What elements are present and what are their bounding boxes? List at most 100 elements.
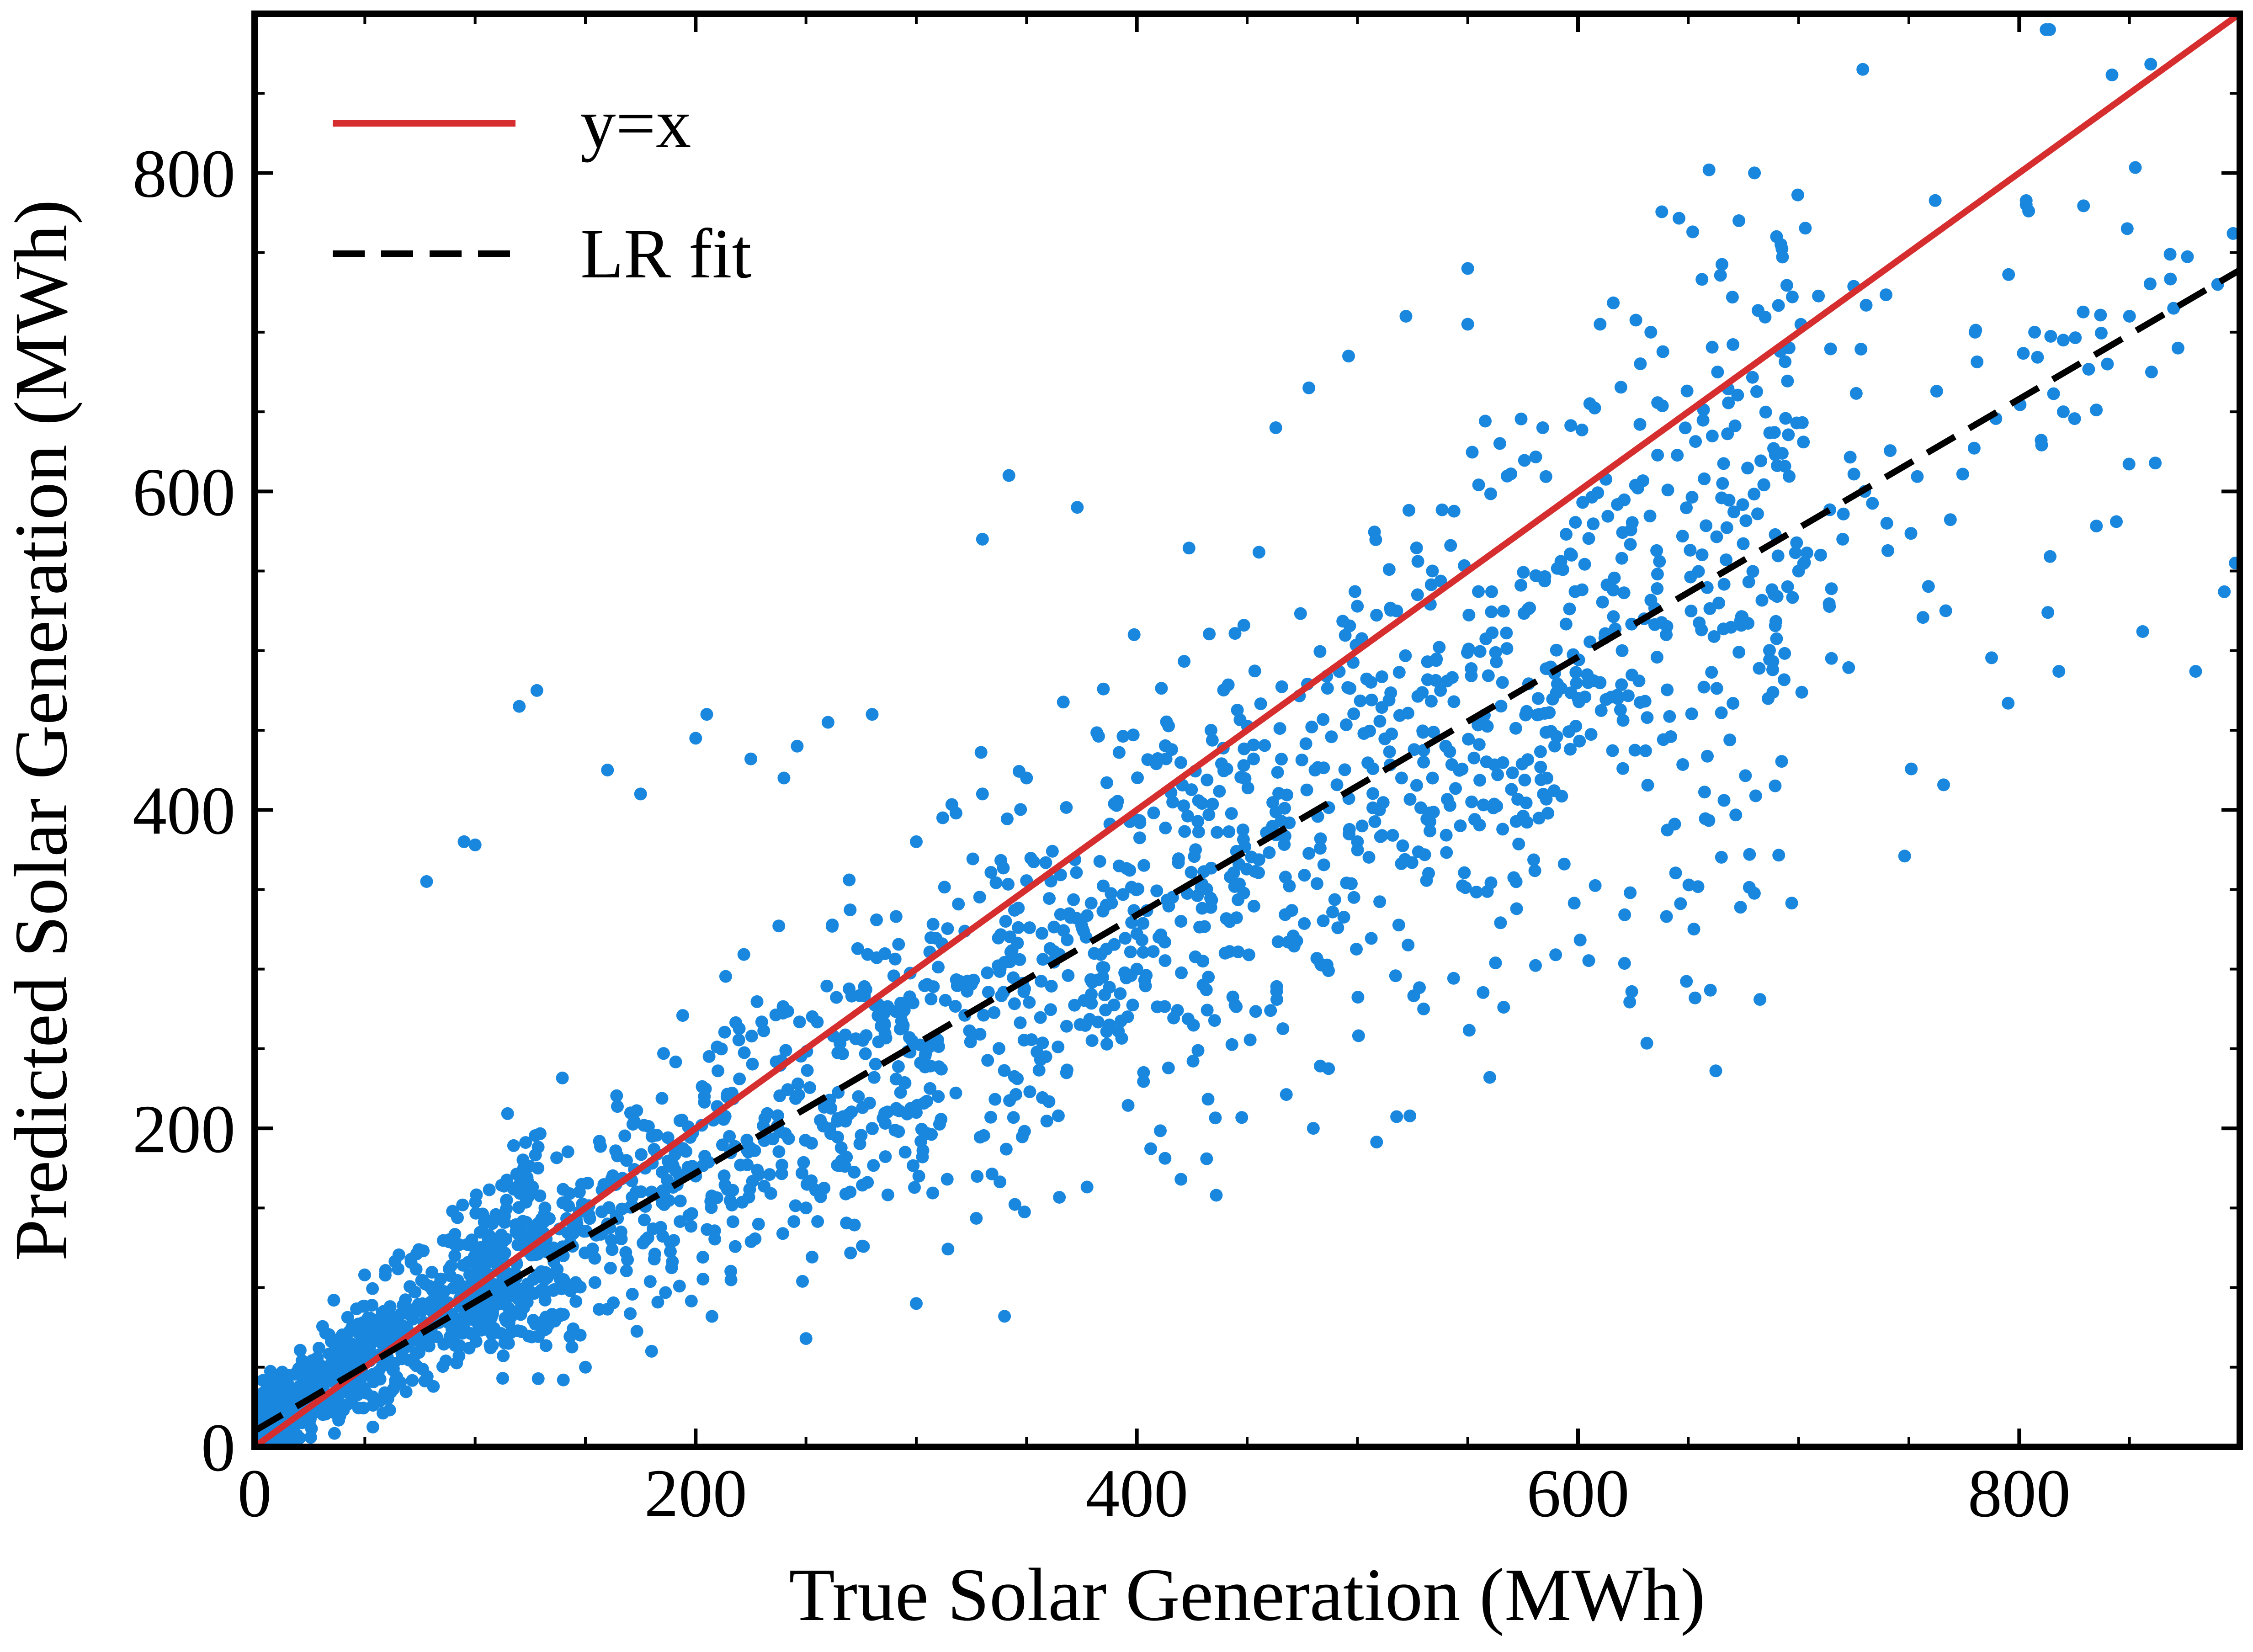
scatter-point bbox=[1732, 214, 1746, 227]
scatter-point bbox=[1676, 758, 1690, 771]
scatter-point bbox=[1772, 299, 1785, 312]
scatter-point bbox=[1485, 605, 1498, 618]
scatter-point bbox=[925, 993, 938, 1006]
scatter-point bbox=[550, 1151, 563, 1164]
scatter-point bbox=[1884, 444, 1897, 457]
scatter-point bbox=[1132, 882, 1145, 896]
scatter-point bbox=[1271, 935, 1285, 948]
scatter-point bbox=[1563, 602, 1576, 616]
scatter-point bbox=[606, 1243, 619, 1256]
scatter-point bbox=[826, 919, 839, 931]
scatter-point bbox=[415, 1335, 428, 1349]
scatter-point bbox=[1618, 957, 1631, 970]
scatter-point bbox=[1789, 546, 1802, 559]
scatter-point bbox=[409, 1263, 423, 1276]
scatter-point bbox=[2181, 250, 2194, 263]
scatter-point bbox=[425, 1266, 439, 1279]
scatter-point bbox=[1715, 491, 1728, 505]
scatter-point bbox=[1614, 703, 1627, 717]
scatter-point bbox=[1228, 627, 1242, 640]
scatter-point bbox=[766, 1132, 780, 1146]
scatter-point bbox=[402, 1307, 415, 1321]
scatter-point bbox=[781, 1005, 794, 1018]
scatter-point bbox=[561, 1226, 574, 1239]
scatter-point bbox=[1736, 498, 1749, 511]
legend: y=x LR fit bbox=[333, 84, 752, 293]
scatter-point bbox=[1348, 585, 1361, 598]
scatter-point bbox=[1717, 457, 1730, 470]
scatter-point bbox=[1314, 832, 1327, 845]
scatter-point bbox=[392, 1248, 405, 1261]
scatter-point bbox=[1679, 421, 1692, 435]
scatter-point bbox=[1366, 787, 1380, 800]
scatter-point bbox=[1716, 258, 1728, 271]
scatter-point bbox=[1656, 399, 1669, 413]
scatter-point bbox=[1698, 786, 1711, 799]
scatter-point bbox=[486, 1214, 499, 1227]
scatter-point bbox=[1489, 646, 1502, 659]
scatter-point bbox=[1582, 954, 1595, 967]
scatter-point bbox=[685, 1220, 698, 1233]
scatter-point bbox=[1759, 405, 1772, 419]
scatter-point bbox=[2017, 347, 2030, 360]
scatter-point bbox=[848, 1166, 861, 1179]
scatter-point bbox=[1100, 1025, 1113, 1038]
scatter-point bbox=[1150, 884, 1164, 898]
scatter-point bbox=[1114, 987, 1127, 1000]
scatter-point bbox=[1224, 870, 1237, 883]
scatter-point bbox=[1726, 291, 1739, 304]
scatter-point bbox=[1473, 774, 1487, 787]
scatter-point bbox=[1307, 1122, 1320, 1135]
scatter-point bbox=[1165, 743, 1178, 756]
scatter-point bbox=[1778, 647, 1791, 660]
scatter-point bbox=[1025, 1033, 1038, 1046]
scatter-point bbox=[1621, 689, 1635, 702]
scatter-point bbox=[501, 1312, 515, 1325]
scatter-point bbox=[1408, 743, 1421, 756]
y-tick-label: 800 bbox=[133, 136, 235, 212]
scatter-point bbox=[1651, 582, 1664, 595]
scatter-point bbox=[1697, 680, 1711, 694]
scatter-point bbox=[1217, 764, 1230, 777]
scatter-point bbox=[2167, 302, 2180, 315]
scatter-point bbox=[1814, 548, 1827, 562]
scatter-point bbox=[488, 1233, 501, 1247]
scatter-point bbox=[932, 1090, 945, 1103]
scatter-point bbox=[2047, 387, 2060, 400]
scatter-point bbox=[1727, 697, 1740, 710]
scatter-point bbox=[1084, 897, 1098, 910]
scatter-point bbox=[985, 1168, 999, 1180]
scatter-point bbox=[1651, 568, 1664, 581]
scatter-point bbox=[1071, 501, 1084, 514]
scatter-point bbox=[818, 1100, 831, 1114]
scatter-point bbox=[1053, 1191, 1066, 1204]
scatter-point bbox=[1490, 655, 1503, 669]
scatter-point bbox=[898, 1146, 912, 1159]
scatter-point bbox=[856, 1101, 869, 1114]
scatter-point bbox=[1641, 779, 1654, 792]
scatter-point bbox=[832, 1159, 845, 1172]
scatter-point bbox=[1270, 985, 1283, 998]
scatter-point bbox=[1191, 1044, 1205, 1057]
scatter-point bbox=[981, 1054, 994, 1067]
scatter-point bbox=[977, 1129, 990, 1142]
scatter-point bbox=[1100, 1037, 1113, 1051]
scatter-point bbox=[1024, 852, 1037, 865]
scatter-point bbox=[1836, 532, 1849, 546]
scatter-point bbox=[1240, 862, 1254, 876]
scatter-point bbox=[1880, 288, 1892, 302]
scatter-point bbox=[1570, 676, 1583, 690]
scatter-point bbox=[514, 1236, 527, 1249]
scatter-point bbox=[1384, 601, 1397, 615]
scatter-point bbox=[448, 1249, 462, 1262]
scatter-point bbox=[1538, 574, 1551, 588]
scatter-point bbox=[2120, 222, 2134, 235]
scatter-point bbox=[1008, 997, 1021, 1010]
scatter-point bbox=[1139, 979, 1152, 993]
scatter-point bbox=[1506, 766, 1519, 780]
scatter-point bbox=[1786, 591, 1799, 604]
scatter-point bbox=[358, 1268, 371, 1281]
scatter-point bbox=[1375, 670, 1388, 683]
scatter-point bbox=[1272, 787, 1286, 800]
